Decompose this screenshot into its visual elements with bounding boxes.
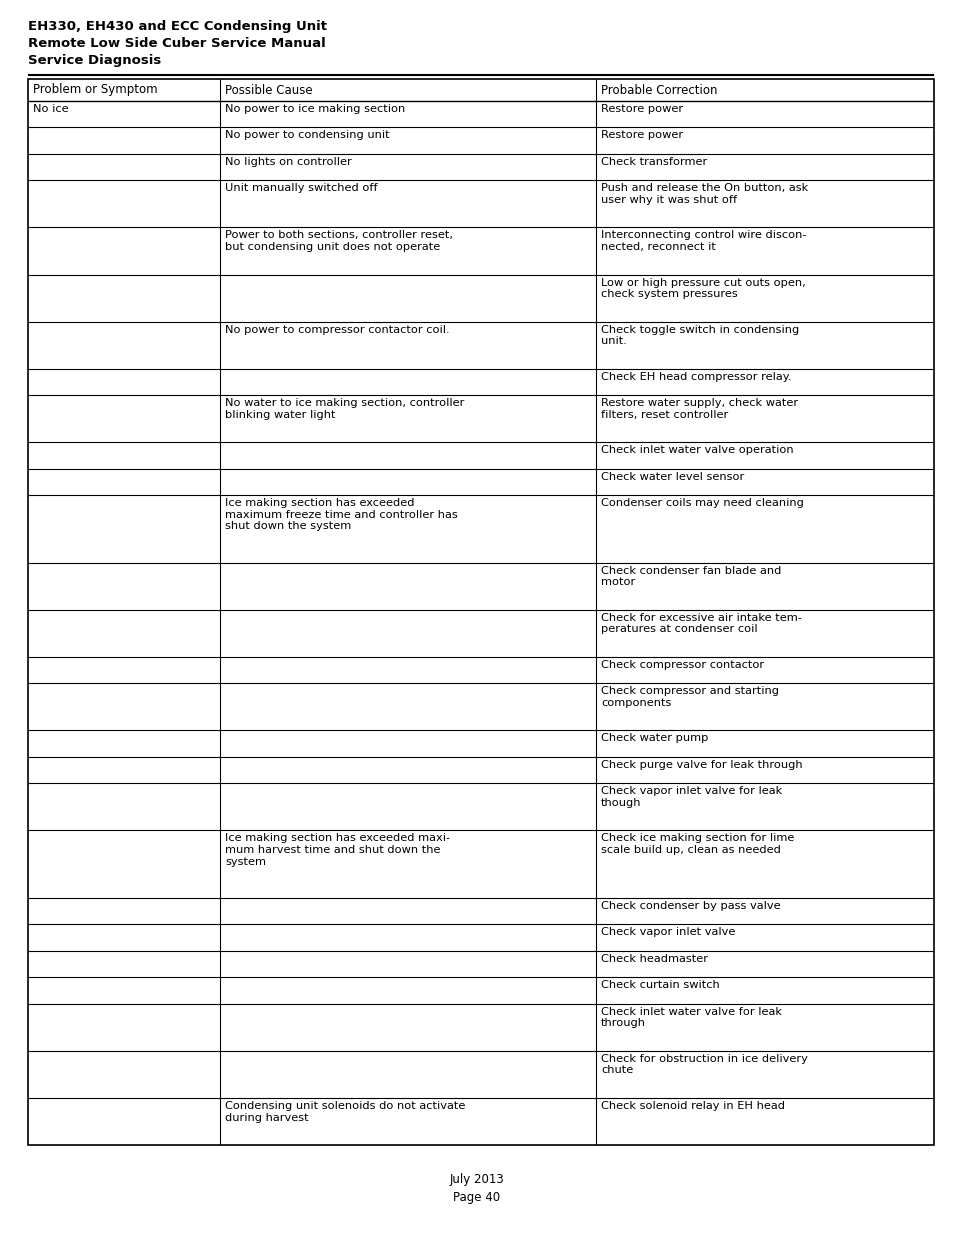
Text: Restore water supply, check water
filters, reset controller: Restore water supply, check water filter… <box>600 398 798 420</box>
Text: Check headmaster: Check headmaster <box>600 953 707 963</box>
Text: Unit manually switched off: Unit manually switched off <box>225 184 377 194</box>
Text: No ice: No ice <box>33 104 69 114</box>
Text: Remote Low Side Cuber Service Manual: Remote Low Side Cuber Service Manual <box>28 37 325 49</box>
Text: Check water pump: Check water pump <box>600 734 708 743</box>
Text: Check vapor inlet valve for leak
though: Check vapor inlet valve for leak though <box>600 787 781 808</box>
Text: Check condenser fan blade and
motor: Check condenser fan blade and motor <box>600 566 781 588</box>
Text: Restore power: Restore power <box>600 104 682 114</box>
Text: Check water level sensor: Check water level sensor <box>600 472 743 482</box>
Text: No power to ice making section: No power to ice making section <box>225 104 405 114</box>
Text: Check curtain switch: Check curtain switch <box>600 981 719 990</box>
Text: Check vapor inlet valve: Check vapor inlet valve <box>600 927 735 937</box>
Text: No lights on controller: No lights on controller <box>225 157 352 167</box>
Text: Probable Correction: Probable Correction <box>600 84 717 96</box>
Text: No power to compressor contactor coil.: No power to compressor contactor coil. <box>225 325 449 335</box>
Text: Condensing unit solenoids do not activate
during harvest: Condensing unit solenoids do not activat… <box>225 1100 465 1123</box>
Text: Power to both sections, controller reset,
but condensing unit does not operate: Power to both sections, controller reset… <box>225 231 453 252</box>
Text: Check inlet water valve operation: Check inlet water valve operation <box>600 445 793 456</box>
Text: Check solenoid relay in EH head: Check solenoid relay in EH head <box>600 1100 784 1112</box>
Text: Interconnecting control wire discon-
nected, reconnect it: Interconnecting control wire discon- nec… <box>600 231 805 252</box>
Text: Check transformer: Check transformer <box>600 157 706 167</box>
Text: Check for excessive air intake tem-
peratures at condenser coil: Check for excessive air intake tem- pera… <box>600 613 801 635</box>
Text: EH330, EH430 and ECC Condensing Unit: EH330, EH430 and ECC Condensing Unit <box>28 20 327 33</box>
Text: Check EH head compressor relay.: Check EH head compressor relay. <box>600 372 791 382</box>
Text: Low or high pressure cut outs open,
check system pressures: Low or high pressure cut outs open, chec… <box>600 278 805 299</box>
Text: Check condenser by pass valve: Check condenser by pass valve <box>600 902 780 911</box>
Text: Check compressor and starting
components: Check compressor and starting components <box>600 687 779 708</box>
Text: Condenser coils may need cleaning: Condenser coils may need cleaning <box>600 498 803 508</box>
Bar <box>28 79 933 1145</box>
Text: Check ice making section for lime
scale build up, clean as needed: Check ice making section for lime scale … <box>600 834 794 855</box>
Text: Possible Cause: Possible Cause <box>225 84 313 96</box>
Text: Check inlet water valve for leak
through: Check inlet water valve for leak through <box>600 1007 781 1029</box>
Text: Check toggle switch in condensing
unit.: Check toggle switch in condensing unit. <box>600 325 799 346</box>
Text: July 2013: July 2013 <box>449 1173 504 1187</box>
Text: Push and release the On button, ask
user why it was shut off: Push and release the On button, ask user… <box>600 184 807 205</box>
Text: Service Diagnosis: Service Diagnosis <box>28 54 161 67</box>
Text: Ice making section has exceeded
maximum freeze time and controller has
shut down: Ice making section has exceeded maximum … <box>225 498 457 531</box>
Text: Restore power: Restore power <box>600 131 682 141</box>
Text: Check for obstruction in ice delivery
chute: Check for obstruction in ice delivery ch… <box>600 1053 807 1076</box>
Text: No water to ice making section, controller
blinking water light: No water to ice making section, controll… <box>225 398 464 420</box>
Text: Check purge valve for leak through: Check purge valve for leak through <box>600 760 801 769</box>
Text: Problem or Symptom: Problem or Symptom <box>33 84 157 96</box>
Text: Ice making section has exceeded maxi-
mum harvest time and shut down the
system: Ice making section has exceeded maxi- mu… <box>225 834 450 867</box>
Text: No power to condensing unit: No power to condensing unit <box>225 131 389 141</box>
Text: Page 40: Page 40 <box>453 1191 500 1203</box>
Text: Check compressor contactor: Check compressor contactor <box>600 659 763 669</box>
